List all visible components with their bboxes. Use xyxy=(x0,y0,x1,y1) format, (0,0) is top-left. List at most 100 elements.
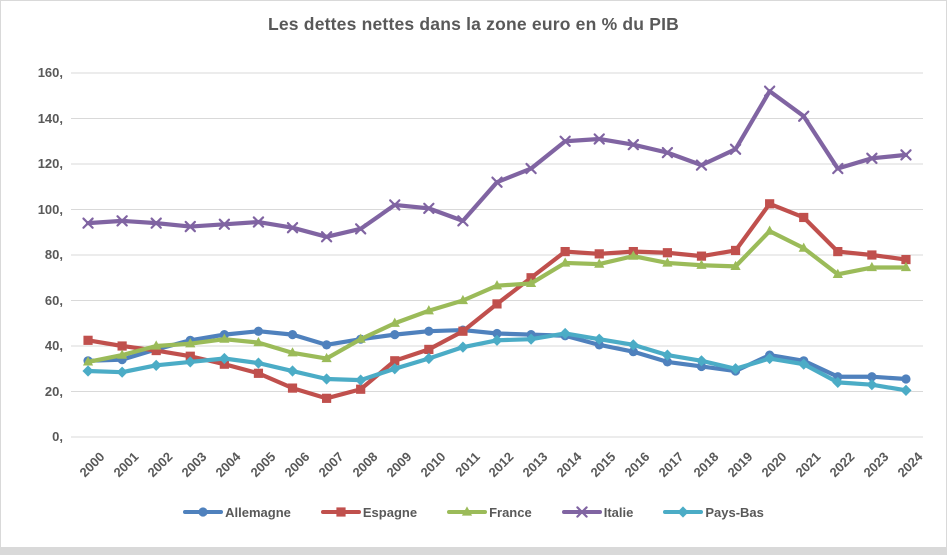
legend-label: Pays-Bas xyxy=(705,504,764,520)
data-point-marker xyxy=(185,351,195,361)
data-point-marker xyxy=(253,336,264,347)
y-axis-label: 0, xyxy=(52,429,63,444)
data-point-marker xyxy=(662,357,673,367)
y-axis-label: 120, xyxy=(37,156,63,171)
data-point-marker xyxy=(696,361,707,372)
window-bottom-edge xyxy=(1,547,946,554)
data-point-marker xyxy=(661,349,673,361)
data-point-marker xyxy=(560,246,570,257)
data-point-marker xyxy=(252,216,265,228)
data-point-marker xyxy=(866,261,877,272)
y-axis-label: 140, xyxy=(37,110,63,126)
legend-item-allemagne[interactable]: Allemagne xyxy=(183,504,291,520)
legend-item-pays-bas[interactable]: Pays-Bas xyxy=(663,504,764,520)
data-point-marker xyxy=(82,365,94,377)
data-point-marker xyxy=(423,202,435,215)
data-point-marker xyxy=(661,146,674,159)
data-point-marker xyxy=(321,373,333,385)
data-point-marker xyxy=(150,359,162,371)
data-point-marker xyxy=(900,384,912,396)
data-point-marker xyxy=(901,374,911,384)
data-point-marker xyxy=(389,363,401,375)
legend-label: Italie xyxy=(603,504,634,520)
data-point-marker xyxy=(662,248,672,258)
legend-item-france[interactable]: France xyxy=(447,504,532,520)
data-point-marker xyxy=(492,299,502,309)
data-point-marker xyxy=(492,328,502,339)
data-point-marker xyxy=(594,258,605,268)
data-point-marker xyxy=(185,338,196,348)
data-point-marker xyxy=(82,356,94,366)
data-point-marker xyxy=(253,368,264,378)
data-point-marker xyxy=(322,393,332,403)
data-point-marker xyxy=(457,215,469,227)
data-point-marker xyxy=(627,138,640,151)
data-point-marker xyxy=(729,143,742,155)
data-point-marker xyxy=(354,223,367,235)
data-point-marker xyxy=(83,335,93,345)
data-point-marker xyxy=(730,245,741,256)
data-point-marker xyxy=(525,333,537,345)
data-point-marker xyxy=(287,347,298,357)
data-point-marker xyxy=(491,176,503,188)
legend-item-espagne[interactable]: Espagne xyxy=(320,504,417,520)
data-point-marker xyxy=(457,294,469,305)
data-point-marker xyxy=(525,162,537,175)
data-point-marker xyxy=(424,344,434,355)
data-point-marker xyxy=(627,339,639,351)
data-point-marker xyxy=(252,357,265,369)
data-point-marker xyxy=(560,257,571,267)
data-point-marker xyxy=(696,259,707,269)
data-point-marker xyxy=(322,340,332,350)
data-point-marker xyxy=(321,352,332,363)
data-point-marker xyxy=(867,372,877,382)
data-point-marker xyxy=(696,251,707,261)
data-point-marker xyxy=(525,277,537,288)
data-point-marker xyxy=(423,305,434,315)
data-point-marker xyxy=(198,507,208,517)
data-point-marker xyxy=(389,199,401,211)
data-point-marker xyxy=(799,212,809,223)
data-point-marker xyxy=(900,149,912,161)
data-point-marker xyxy=(832,268,843,278)
data-point-marker xyxy=(866,152,878,165)
data-point-marker xyxy=(424,326,434,336)
data-point-marker xyxy=(151,345,161,356)
legend-marker-diamond-icon xyxy=(663,506,704,518)
y-axis-label: 100, xyxy=(37,201,63,217)
data-point-marker xyxy=(458,326,468,336)
data-point-marker xyxy=(218,218,231,230)
data-point-marker xyxy=(336,507,346,517)
data-point-marker xyxy=(356,384,366,394)
legend-item-italie[interactable]: Italie xyxy=(561,504,634,520)
data-point-marker xyxy=(355,374,367,386)
y-axis-label: 20, xyxy=(44,383,63,399)
data-point-marker xyxy=(730,260,741,270)
y-axis-label: 40, xyxy=(44,338,63,353)
y-axis-label: 80, xyxy=(44,247,63,262)
data-point-marker xyxy=(218,352,230,365)
data-point-marker xyxy=(320,231,333,243)
data-point-marker xyxy=(662,257,673,267)
data-point-marker xyxy=(729,363,742,375)
data-point-marker xyxy=(117,341,127,351)
data-point-marker xyxy=(764,352,776,365)
data-point-marker xyxy=(594,249,604,259)
data-point-marker xyxy=(866,379,878,391)
legend: Allemagne Espagne France Italie Pays-Bas xyxy=(1,504,946,520)
data-point-marker xyxy=(832,162,844,175)
data-point-marker xyxy=(151,340,162,350)
legend-label: France xyxy=(489,504,532,520)
legend-marker-triangle-icon xyxy=(447,506,488,516)
data-point-marker xyxy=(286,365,299,377)
chart-title: Les dettes nettes dans la zone euro en %… xyxy=(267,14,680,34)
y-axis-label: 60, xyxy=(44,292,63,308)
data-point-marker xyxy=(390,330,400,340)
data-point-marker xyxy=(576,506,588,518)
data-point-marker xyxy=(253,326,264,336)
data-point-marker xyxy=(559,327,571,340)
data-point-marker xyxy=(867,250,877,260)
data-point-marker xyxy=(765,199,775,209)
